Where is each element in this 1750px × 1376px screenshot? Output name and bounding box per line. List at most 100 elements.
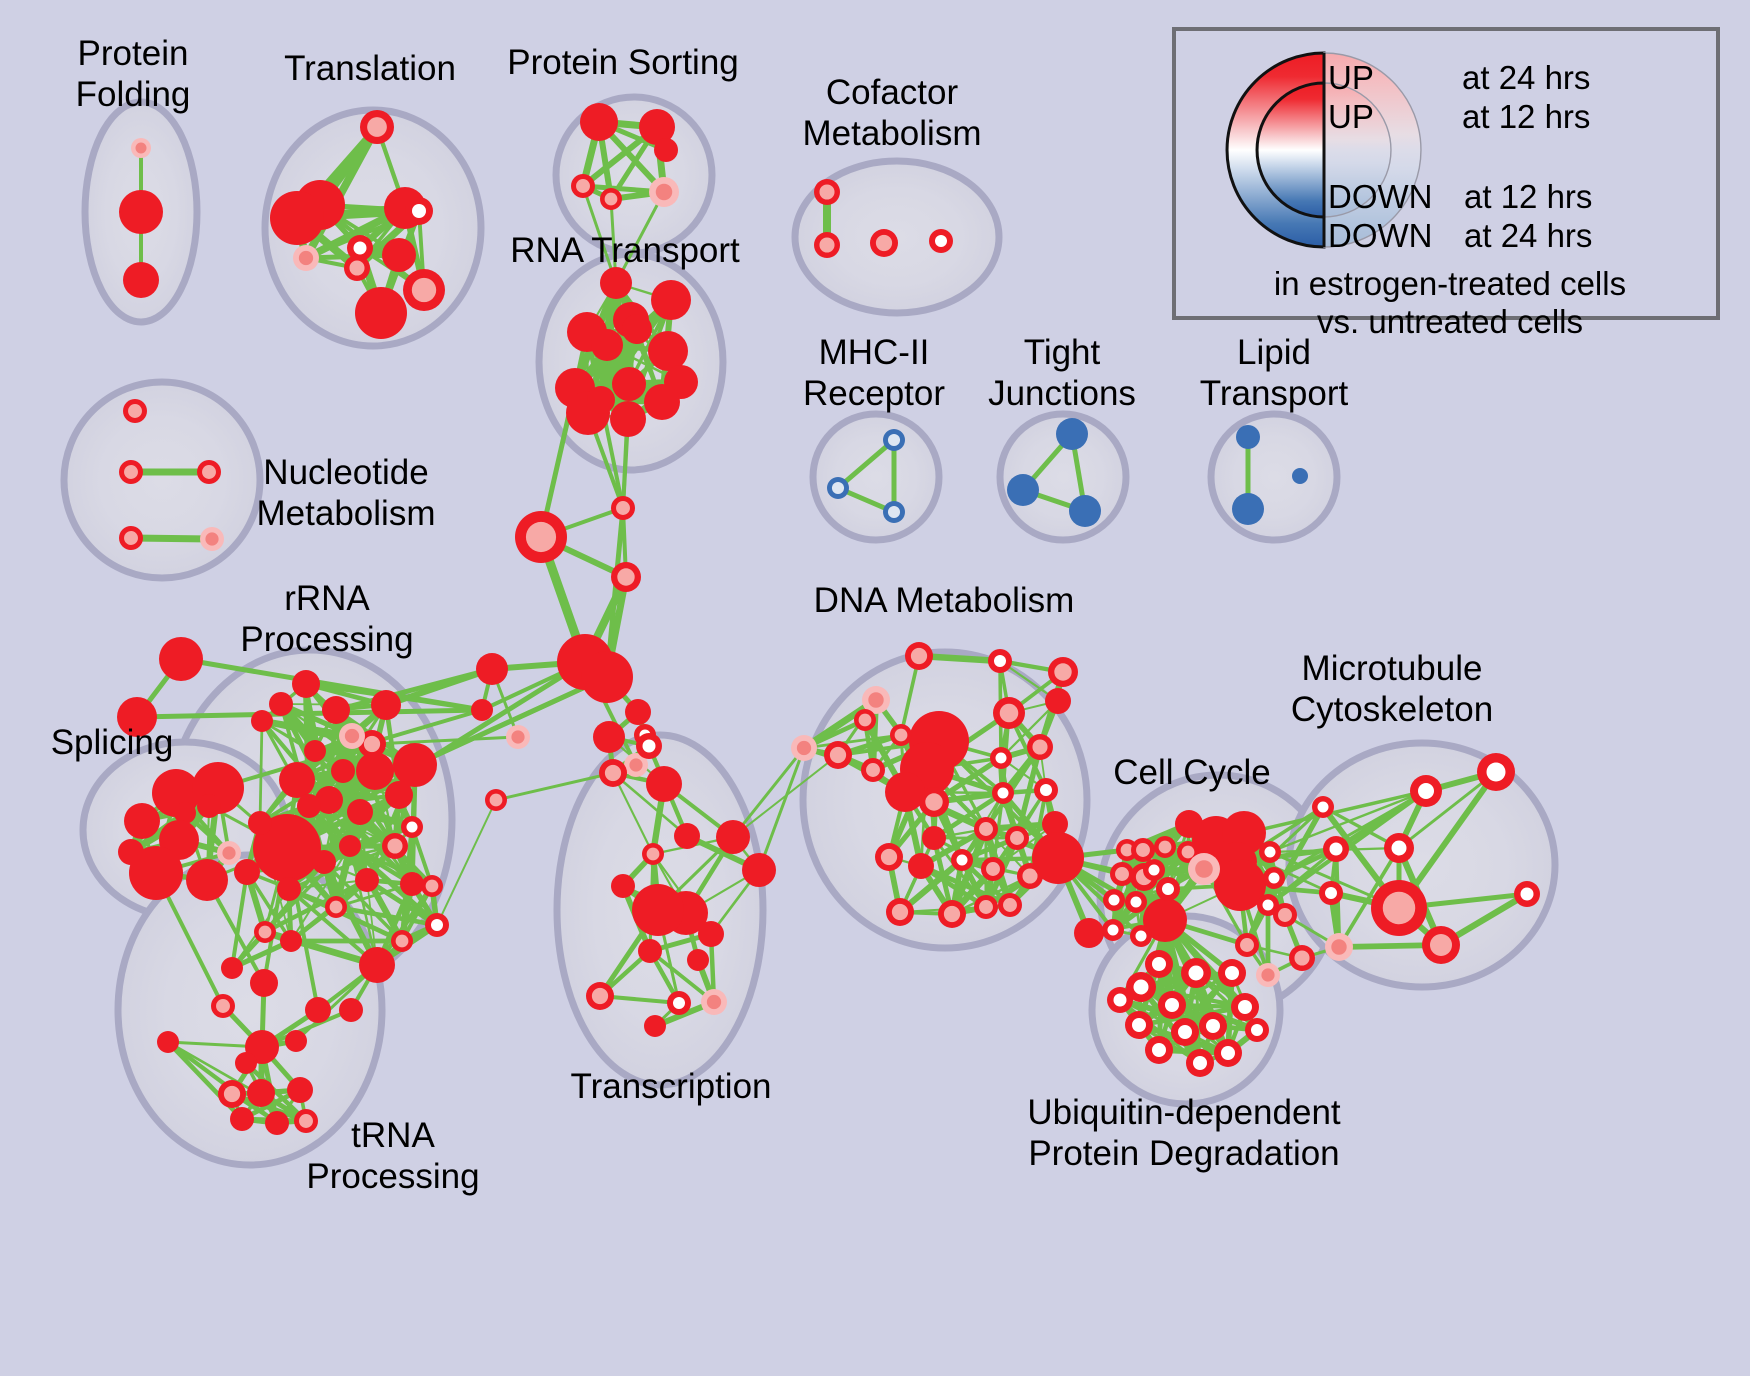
network-node [636,733,662,759]
network-node [667,991,691,1015]
network-node [371,690,401,720]
network-nodes [117,103,1540,1135]
network-node [1181,958,1211,988]
edge [348,844,379,967]
cluster-label-protein-folding: Protein Folding [75,34,191,114]
network-node [292,670,320,698]
network-node [1125,1011,1153,1039]
network-node [648,331,688,371]
network-node [591,329,623,361]
network-node [339,835,361,857]
network-node [1143,898,1187,942]
edge [732,754,839,838]
network-node [908,853,934,879]
network-node [476,653,508,685]
network-node [571,174,595,198]
edge [134,707,485,720]
network-node [325,896,347,918]
network-node [471,699,493,721]
network-node [322,696,350,724]
network-node [698,921,724,947]
network-node [644,384,680,420]
edge [333,904,440,928]
edge [287,887,379,967]
network-node [1110,862,1134,886]
edge [436,799,497,926]
network-node [974,817,998,841]
network-node [1042,811,1068,837]
edge [614,190,666,285]
network-node [124,803,160,839]
network-node [1048,657,1078,687]
network-node [297,794,321,818]
network-node [403,269,445,311]
cluster-blob-mhc-ii-receptor [809,410,943,544]
network-node [875,843,903,871]
network-node [382,238,416,272]
network-node [331,759,355,783]
network-node [862,686,890,714]
network-node [339,998,363,1022]
network-node [131,138,151,158]
network-node [157,1031,179,1053]
cluster-label-rrna-processing: rRNA Processing [240,579,414,659]
network-node [1069,495,1101,527]
network-node [1125,891,1147,913]
network-node [951,849,973,871]
network-node [385,781,413,809]
edge [611,771,655,856]
network-node [632,884,684,936]
legend-state-0: UP [1328,59,1374,96]
network-node [687,949,709,971]
edge [581,184,618,285]
network-node [1231,993,1259,1021]
edge [178,656,485,713]
network-node [624,753,648,777]
network-node [230,1107,254,1131]
network-node [612,367,646,401]
network-node [1325,933,1353,961]
network-node [905,642,933,670]
network-node [393,743,437,787]
network-node [886,898,914,926]
network-node [277,877,301,901]
cluster-label-dna-metabolism: DNA Metabolism [813,581,1075,620]
network-node [506,725,530,749]
network-node [279,762,315,798]
network-node [1214,859,1266,911]
edge [333,666,495,713]
network-node [586,982,614,1010]
cluster-label-ubiquitin-degradation: Ubiquitin-dependent Protein Degradation [1027,1093,1341,1173]
network-node [285,1030,307,1052]
legend-caption-line1: in estrogen-treated cells [1273,265,1627,302]
network-node [356,752,394,790]
network-node [1107,987,1133,1013]
network-node [254,921,276,943]
network-node [1422,926,1460,964]
cluster-label-cell-cycle: Cell Cycle [1113,753,1271,792]
network-node [117,697,157,737]
network-node [587,386,615,414]
network-node [235,1052,257,1074]
legend-state-2: DOWN [1328,178,1433,215]
network-node [1158,991,1186,1019]
network-node [581,651,633,703]
network-node [988,649,1012,673]
network-node [861,758,885,782]
network-node [883,429,905,451]
network-node [993,697,1025,729]
network-node [580,103,618,141]
legend-state-1: UP [1328,98,1374,135]
network-node [425,913,449,937]
edge [306,803,370,883]
network-node [644,1015,666,1037]
cluster-blob-lipid-transport [1207,410,1341,544]
network-node [197,460,221,484]
network-node [355,287,407,339]
network-node [119,460,143,484]
network-node [270,191,324,245]
cluster-label-mhc-ii-receptor: MHC-II Receptor [802,333,946,413]
edge [1397,770,1498,850]
edge [320,858,381,969]
